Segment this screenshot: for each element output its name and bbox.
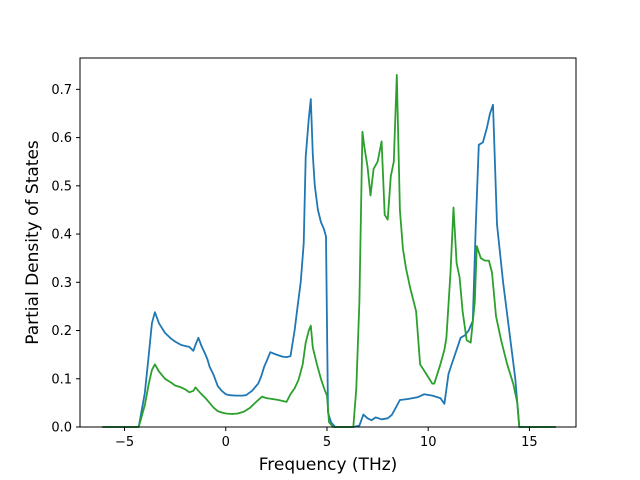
y-tick-label: 0.4 <box>51 228 72 243</box>
y-tick-label: 0.5 <box>51 179 72 194</box>
x-tick-label: 5 <box>323 435 331 450</box>
series-line-1 <box>102 98 556 428</box>
y-axis-label: Partial Density of States <box>23 140 43 345</box>
x-tick-label: 15 <box>521 435 538 450</box>
x-tick-label: 0 <box>222 435 230 450</box>
y-axis-ticks: 0.0 0.1 0.2 0.3 0.4 0.5 0.6 0.7 <box>51 83 80 436</box>
y-tick-label: 0.0 <box>51 421 72 436</box>
plot-frame <box>79 57 577 428</box>
x-axis-ticks: −5 0 5 10 15 <box>115 427 538 450</box>
x-axis-label: Frequency (THz) <box>259 455 398 475</box>
x-tick-label: 10 <box>420 435 437 450</box>
y-tick-label: 0.1 <box>51 372 72 387</box>
y-tick-label: 0.6 <box>51 131 72 146</box>
series-layer <box>102 74 556 428</box>
y-tick-label: 0.7 <box>51 83 72 98</box>
x-tick-label: −5 <box>115 435 134 450</box>
y-tick-label: 0.3 <box>51 276 72 291</box>
y-tick-label: 0.2 <box>51 324 72 339</box>
